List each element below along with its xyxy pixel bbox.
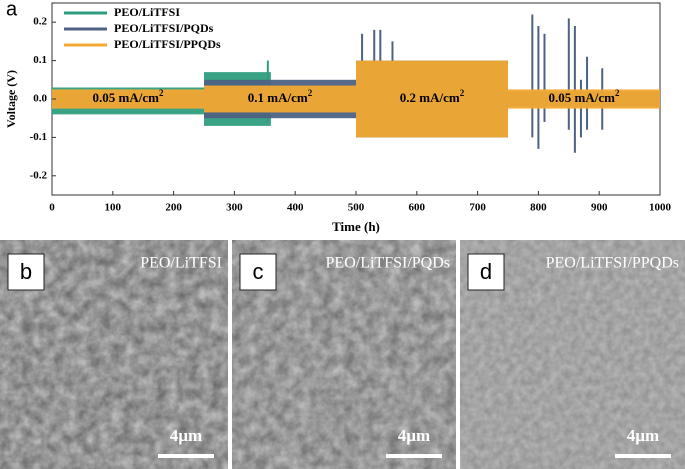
scale-label: 4µm — [170, 426, 202, 445]
y-tick-label: -0.2 — [30, 169, 48, 181]
voltage-band — [356, 60, 508, 138]
current-label-sup: 2 — [308, 88, 313, 98]
panel-letter-box — [239, 253, 277, 291]
y-tick-label: 0.2 — [33, 16, 47, 28]
panel-letter-box — [7, 253, 45, 291]
x-tick-label: 300 — [226, 202, 243, 214]
x-tick-label: 800 — [530, 202, 547, 214]
current-label-sup: 2 — [159, 88, 164, 98]
current-label-text: 0.05 mA/cm — [549, 90, 616, 105]
y-tick-label: -0.1 — [30, 131, 47, 143]
legend-label: PEO/LiTFSI/PPQDs — [114, 37, 221, 51]
sem-panels: b PEO/LiTFSI 4µm c PEO/LiTFSI/PQDs 4µm d PEO/Li… — [0, 240, 685, 469]
current-label-text: 0.1 mA/cm — [248, 90, 308, 105]
panel-label: a — [6, 0, 18, 20]
panel-letter: b — [20, 259, 32, 284]
legend-label: PEO/LiTFSI/PQDs — [114, 21, 214, 35]
x-tick-label: 600 — [409, 202, 426, 214]
current-label: 0.05 mA/cm2 — [93, 88, 164, 105]
current-label-text: 0.2 mA/cm — [400, 90, 460, 105]
x-axis-label: Time (h) — [332, 219, 380, 234]
current-label-sup: 2 — [615, 88, 620, 98]
y-axis-label: Voltage (V) — [4, 70, 18, 128]
voltage-band — [204, 85, 356, 113]
current-label: 0.2 mA/cm2 — [400, 88, 465, 105]
scale-label: 4µm — [627, 426, 659, 445]
panel-title: PEO/LiTFSI — [140, 255, 222, 272]
y-tick-label: 0.1 — [33, 54, 47, 66]
voltage-band — [508, 89, 660, 109]
x-tick-label: 200 — [165, 202, 182, 214]
legend-label: PEO/LiTFSI — [114, 5, 180, 19]
current-label-sup: 2 — [460, 88, 465, 98]
scale-label: 4µm — [398, 426, 430, 445]
x-tick-label: 100 — [105, 202, 122, 214]
x-tick-label: 1000 — [649, 202, 672, 214]
current-label: 0.05 mA/cm2 — [549, 88, 620, 105]
x-tick-label: 900 — [591, 202, 608, 214]
panel-letter-box — [467, 253, 505, 291]
panel-letter: c — [253, 259, 264, 284]
x-tick-label: 400 — [287, 202, 304, 214]
panel-title: PEO/LiTFSI/PPQDs — [546, 255, 679, 272]
current-label: 0.1 mA/cm2 — [248, 88, 313, 105]
panel-letter: d — [480, 259, 492, 284]
current-label-text: 0.05 mA/cm — [93, 90, 160, 105]
chart: a0.05 mA/cm2 0.1 mA/cm2 0.2 mA/cm2 0.05 mA/… — [4, 0, 672, 234]
x-tick-label: 500 — [348, 202, 365, 214]
panel-title: PEO/LiTFSI/PQDs — [326, 255, 450, 272]
x-tick-label: 0 — [49, 202, 55, 214]
y-tick-label: 0.0 — [33, 93, 47, 105]
voltage-band — [52, 89, 204, 109]
x-tick-label: 700 — [469, 202, 486, 214]
